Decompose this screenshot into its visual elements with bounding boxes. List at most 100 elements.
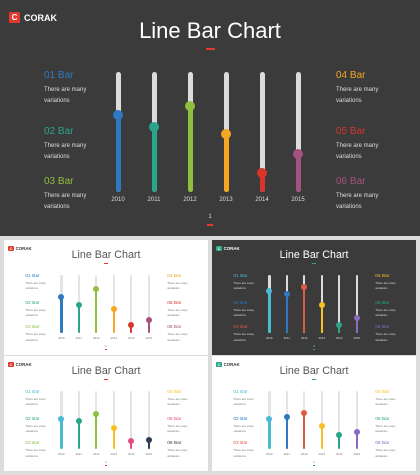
main-slide[interactable]: C CORAK Line Bar Chart 01 Bar There are many… (0, 0, 420, 236)
legend-desc-line2: variations (375, 429, 388, 434)
bar-marker (145, 317, 152, 324)
legend-title: 02 Bar (233, 417, 248, 423)
legend-title: 02 Bar (25, 301, 40, 307)
bar-marker (58, 415, 65, 422)
tick-label: 2010 (58, 335, 65, 340)
tick-label: 2012 (301, 451, 308, 456)
legend-desc-line2: variations (375, 313, 388, 318)
legend-desc-line1: There are many (336, 143, 379, 149)
bar-2010 (268, 418, 271, 450)
bar-track (112, 390, 115, 450)
legend-desc-line2: variations (44, 204, 70, 210)
legend-desc-line2: variations (233, 337, 246, 342)
logo-text: CORAK (24, 12, 57, 23)
page-title: Line Bar Chart (279, 364, 349, 377)
legend-desc-line2: variations (167, 453, 180, 458)
legend-desc-line1: There are many (44, 193, 87, 199)
tick-label: 2010 (58, 451, 65, 456)
bar-2014 (130, 325, 133, 334)
bar-2015 (355, 431, 358, 450)
page-number: 1 (313, 343, 315, 348)
legend-desc-line1: There are many (25, 308, 46, 313)
bar-track (285, 274, 288, 334)
legend-title: 02 Bar (25, 417, 40, 423)
legend-item-3: 03 Bar There are many variations (44, 176, 86, 213)
legend-desc-line1: There are many (233, 332, 254, 337)
bar-marker (318, 302, 325, 309)
page-number-underline (104, 464, 108, 466)
legend-desc-line1: There are many (167, 448, 188, 453)
bar-2013 (320, 305, 323, 334)
bar-marker (113, 110, 123, 121)
thumbnail-slide-4[interactable]: C CORAK Line Bar Chart 01 Bar There are many… (212, 356, 416, 471)
legend-item-1: 01 Bar There are many variations (233, 390, 254, 408)
legend-desc-line1: There are many (44, 143, 87, 149)
legend-desc-line2: variations (167, 286, 180, 291)
bar-2011 (77, 421, 80, 450)
tick-label: 2011 (75, 335, 82, 340)
legend-desc-line1: There are many (233, 396, 254, 401)
legend-item-6: 06 Bar There are many variations (167, 325, 188, 343)
legend-title: 06 Bar (375, 441, 390, 447)
legend-title: 03 Bar (44, 176, 74, 187)
page-title: Line Bar Chart (279, 248, 349, 261)
legend-title: 05 Bar (167, 301, 182, 307)
legend-desc-line1: There are many (233, 308, 254, 313)
legend-title: 02 Bar (233, 301, 248, 307)
page-title: Line Bar Chart (71, 248, 141, 261)
legend-desc-line2: variations (375, 286, 388, 291)
logo-text: CORAK (15, 245, 32, 251)
legend-title: 04 Bar (167, 274, 182, 279)
bar-marker (221, 129, 231, 140)
thumbnail-slide-1[interactable]: C CORAK Line Bar Chart 01 Bar There are many… (4, 240, 208, 355)
bar-marker (145, 436, 152, 443)
legend-desc-line1: There are many (375, 424, 396, 429)
legend-desc-line1: There are many (167, 332, 188, 337)
bar-2012 (187, 105, 193, 192)
bar-2014 (130, 441, 133, 450)
legend-desc-line1: There are many (44, 87, 87, 93)
title-underline (311, 379, 317, 381)
legend-desc-line2: variations (167, 337, 180, 342)
legend-desc-line2: variations (44, 98, 70, 104)
legend-item-2: 02 Bar There are many variations (25, 417, 46, 435)
page-title: Line Bar Chart (139, 18, 281, 43)
legend-title: 05 Bar (336, 126, 366, 137)
bar-marker (293, 148, 303, 159)
legend-title: 01 Bar (44, 70, 74, 81)
legend-title: 03 Bar (233, 325, 248, 331)
tick-label: 2014 (128, 451, 135, 456)
legend-desc-line2: variations (233, 402, 246, 407)
thumbnail-slide-3[interactable]: C CORAK Line Bar Chart 01 Bar There are many… (4, 356, 208, 471)
bar-2013 (223, 134, 229, 192)
tick-label: 2015 (353, 335, 360, 340)
legend-item-3: 03 Bar There are many variations (233, 441, 254, 459)
legend-desc-line2: variations (336, 98, 362, 104)
legend-item-1: 01 Bar There are many variations (233, 274, 254, 292)
thumbnail-slide-2[interactable]: C CORAK Line Bar Chart 01 Bar There are many… (212, 240, 416, 355)
legend-item-3: 03 Bar There are many variations (25, 325, 46, 343)
bar-marker (353, 428, 360, 435)
legend-title: 06 Bar (167, 325, 182, 331)
bar-2015 (355, 318, 358, 334)
legend-title: 05 Bar (167, 417, 182, 423)
logo-mark-icon: C (8, 361, 14, 368)
bar-marker (128, 322, 135, 329)
legend-desc-line1: There are many (336, 193, 379, 199)
tick-label: 2011 (283, 451, 290, 456)
legend-desc-line2: variations (25, 337, 38, 342)
bar-track (303, 274, 306, 334)
tick-label: 2014 (128, 335, 135, 340)
legend-item-6: 06 Bar There are many variations (375, 441, 396, 459)
legend-item-3: 03 Bar There are many variations (25, 441, 46, 459)
logo: C CORAK (9, 12, 57, 23)
legend-desc-line2: variations (25, 286, 38, 291)
bar-marker (75, 302, 82, 309)
legend-desc-line2: variations (25, 453, 38, 458)
legend-title: 06 Bar (167, 441, 182, 447)
legend-title: 02 Bar (44, 126, 74, 137)
legend-desc-line1: There are many (25, 332, 46, 337)
legend-desc-line2: variations (25, 402, 38, 407)
bar-2011 (285, 416, 288, 450)
legend-title: 06 Bar (375, 325, 390, 331)
